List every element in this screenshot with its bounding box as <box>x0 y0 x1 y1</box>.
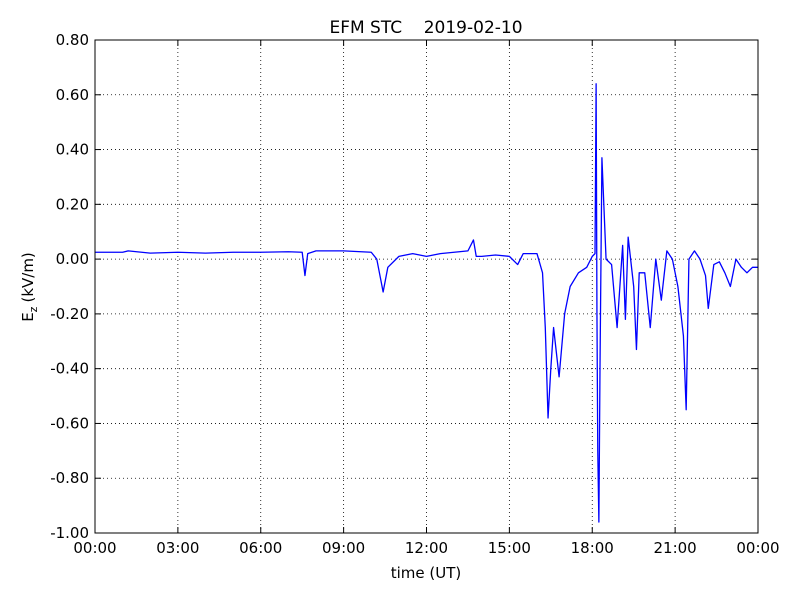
data-line <box>95 83 758 523</box>
plot-area <box>94 39 759 534</box>
y-tick-label: 0.20 <box>56 195 89 213</box>
x-tick-label: 03:00 <box>156 539 199 557</box>
y-label-base: E <box>19 312 37 321</box>
y-tick-label: -0.20 <box>50 305 89 323</box>
y-tick-label: 0.00 <box>56 250 89 268</box>
x-tick-label: 09:00 <box>322 539 365 557</box>
y-label-subscript: z <box>27 306 40 312</box>
y-tick-label: -1.00 <box>50 524 89 542</box>
x-tick-label: 18:00 <box>571 539 614 557</box>
y-tick-label: 0.60 <box>56 86 89 104</box>
chart-title: EFM STC 2019-02-10 <box>329 18 522 38</box>
plot-frame <box>94 39 759 534</box>
x-tick-label: 00:00 <box>73 539 116 557</box>
x-axis-label: time (UT) <box>391 564 462 582</box>
x-tick-label: 15:00 <box>488 539 531 557</box>
y-tick-label: -0.40 <box>50 360 89 378</box>
y-label-unit: (kV/m) <box>19 252 37 302</box>
x-tick-label: 12:00 <box>405 539 448 557</box>
y-tick-label: -0.60 <box>50 414 89 432</box>
x-tick-label: 00:00 <box>736 539 779 557</box>
y-axis-label: Ez (kV/m) <box>19 252 40 322</box>
x-tick-label: 21:00 <box>654 539 697 557</box>
y-tick-label: 0.40 <box>56 141 89 159</box>
y-tick-label: -0.80 <box>50 469 89 487</box>
x-tick-label: 06:00 <box>239 539 282 557</box>
y-tick-label: 0.80 <box>56 31 89 49</box>
